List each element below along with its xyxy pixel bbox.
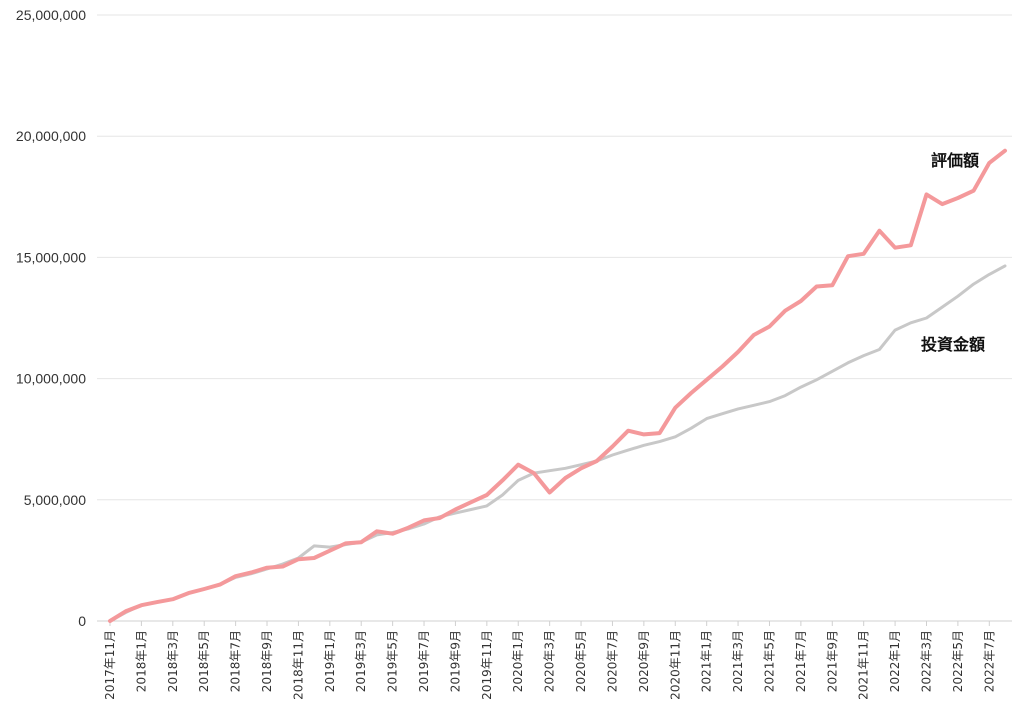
- x-tick-label: 2018年7月: [229, 630, 243, 692]
- series-label-investment: 投資金額: [921, 335, 985, 354]
- y-tick-label: 20,000,000: [16, 128, 86, 144]
- x-tick-label: 2018年5月: [197, 630, 211, 692]
- x-tick-label: 2018年11月: [291, 630, 305, 700]
- x-tick-label: 2021年7月: [794, 630, 808, 692]
- x-tick-label: 2019年11月: [480, 630, 494, 700]
- x-tick-label: 2022年7月: [982, 630, 996, 692]
- series-lines: [108, 148, 1007, 623]
- x-tick-label: 2018年9月: [260, 630, 274, 692]
- x-tick-label: 2021年9月: [825, 630, 839, 692]
- y-axis-tick-labels: 0 5,000,000 10,000,000 15,000,000 20,000,000…: [16, 7, 86, 629]
- x-tick-label: 2018年1月: [134, 630, 148, 692]
- y-tick-label: 0: [78, 613, 86, 629]
- x-tick-label: 2019年9月: [448, 630, 462, 692]
- x-tick-label: 2019年7月: [417, 630, 431, 692]
- x-tick-label: 2022年1月: [888, 630, 902, 692]
- y-tick-label: 10,000,000: [16, 371, 86, 387]
- y-tick-label: 5,000,000: [24, 492, 86, 508]
- x-tick-label: 2019年1月: [323, 630, 337, 692]
- x-tick-label: 2021年5月: [762, 630, 776, 692]
- x-axis-tick-labels: 2017年11月 2018年1月 2018年3月 2018年5月 2018年7月 2018…: [103, 621, 996, 700]
- x-tick-label: 2021年11月: [857, 630, 871, 700]
- y-tick-label: 15,000,000: [16, 249, 86, 265]
- series-label-valuation: 評価額: [931, 151, 979, 170]
- x-tick-label: 2020年7月: [605, 630, 619, 692]
- x-tick-label: 2018年3月: [166, 630, 180, 692]
- y-tick-label: 25,000,000: [16, 7, 86, 23]
- x-tick-label: 2022年5月: [951, 630, 965, 692]
- x-tick-label: 2020年5月: [574, 630, 588, 692]
- series-line-valuation: [108, 148, 1007, 623]
- x-tick-label: 2019年5月: [386, 630, 400, 692]
- gridlines: [97, 14, 1012, 622]
- x-tick-label: 2020年1月: [511, 630, 525, 692]
- x-tick-label: 2017年11月: [103, 630, 117, 700]
- x-tick-label: 2020年3月: [543, 630, 557, 692]
- x-tick-label: 2021年1月: [700, 630, 714, 692]
- x-tick-label: 2022年3月: [919, 630, 933, 692]
- x-tick-label: 2019年3月: [354, 630, 368, 692]
- x-tick-label: 2020年11月: [668, 630, 682, 700]
- x-tick-label: 2021年3月: [731, 630, 745, 692]
- x-tick-label: 2020年9月: [637, 630, 651, 692]
- series-line-investment: [108, 264, 1007, 623]
